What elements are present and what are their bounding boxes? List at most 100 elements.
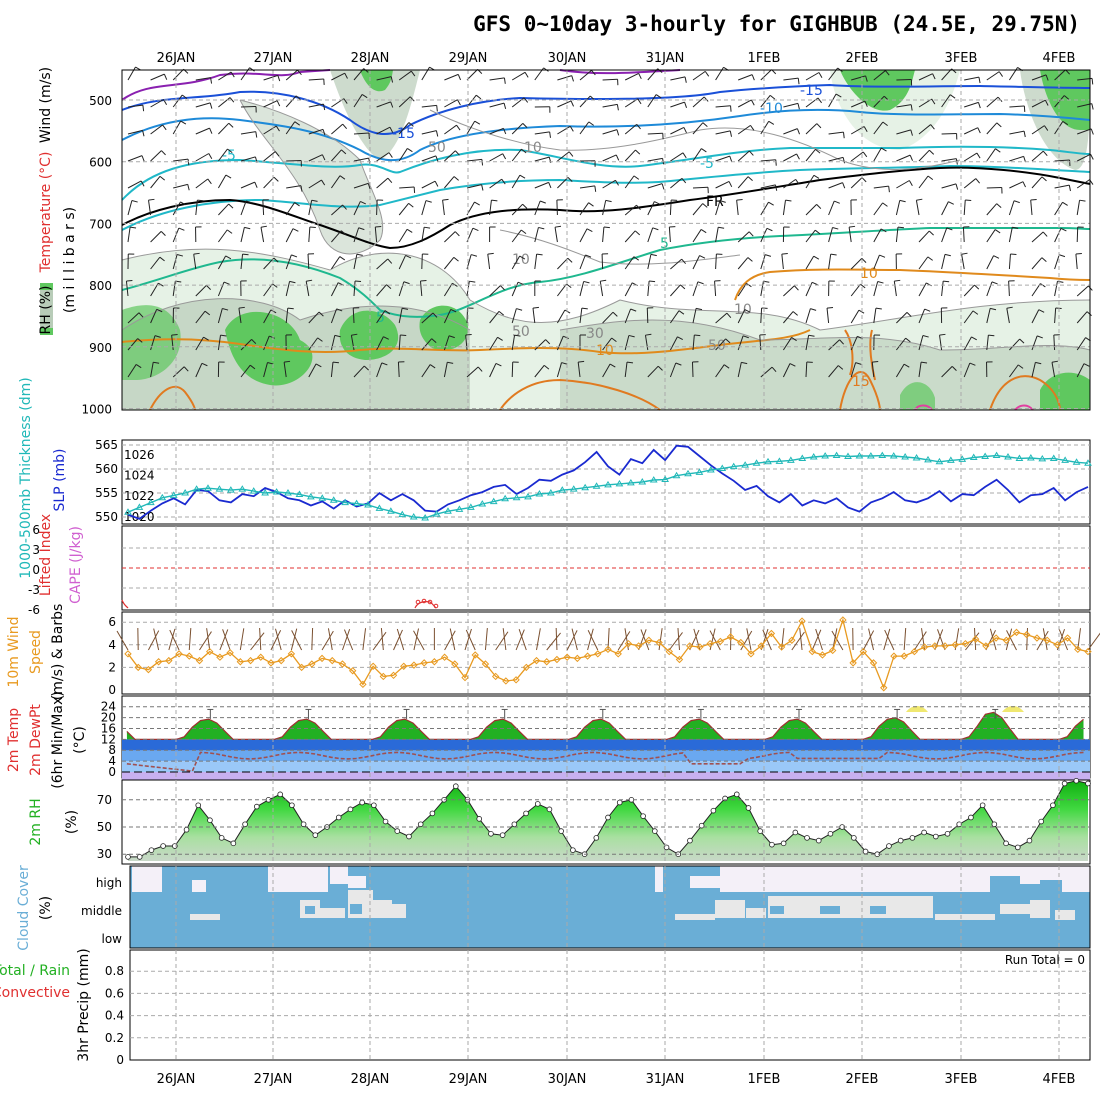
wind-barb-flag-29-10 [791, 337, 797, 342]
cloud-high-patch-2 [268, 866, 328, 892]
wind-barb-24-10 [669, 336, 678, 351]
wind-barb-40-8 [1031, 283, 1041, 297]
wind-barb-30-8 [805, 282, 813, 297]
wind-barb-32-4 [850, 177, 863, 189]
wind-barb-17-0 [511, 71, 526, 81]
wind-barb-21-2 [602, 129, 618, 135]
wind-barb-7-3 [286, 159, 302, 162]
wind10-marker-7 [195, 656, 204, 665]
wind-barb-6-1 [263, 100, 278, 108]
label-rh: RH (%) [38, 286, 54, 335]
wind-barb-flag-36-8 [943, 280, 950, 283]
wind10-marker-22 [348, 667, 357, 675]
rh2m-marker-77 [1026, 837, 1033, 844]
li-marker-2 [427, 599, 433, 605]
wind-barb-16-5 [489, 200, 492, 216]
wind-barb-40-2 [1031, 125, 1045, 135]
wind-barb-flag-40-3 [1042, 150, 1048, 157]
wind10-barb-44 [571, 628, 578, 651]
wind-barb-flag-13-5 [425, 200, 432, 203]
wind10-marker-27 [400, 662, 408, 670]
wind-barb-38-7 [986, 255, 995, 270]
wind10-barb-42 [555, 627, 558, 651]
wind-barb-8-6 [308, 227, 311, 243]
wind-barb-flag-23-11 [657, 365, 663, 371]
wind-barb-35-11 [918, 362, 922, 378]
wind-barb-1-4 [150, 176, 161, 189]
wind10-marker-43 [563, 653, 571, 661]
wind-barb-flag-3-9 [204, 310, 211, 316]
wind-barb-flag-0-9 [138, 312, 144, 318]
wind-barb-flag-17-6 [520, 229, 527, 235]
wind-barb-flag-11-9 [384, 310, 391, 315]
wind-barb-29-9 [783, 311, 794, 324]
wind-barb-2-8 [172, 281, 176, 297]
wind-barb-17-7 [511, 255, 521, 270]
wind-barb-26-1 [715, 105, 731, 108]
wind-barb-13-2 [421, 130, 437, 135]
thickness-marker-59 [798, 454, 807, 461]
wind-barb-flag-29-0 [797, 78, 800, 85]
wind-barb-3-5 [195, 200, 198, 216]
rh2m-marker-31 [488, 830, 494, 837]
wind-barb-0-3 [127, 155, 143, 162]
wind-barb-flag-34-11 [903, 363, 910, 368]
wind-barb-9-4 [330, 175, 341, 189]
wind-barb-17-9 [511, 308, 517, 324]
contour-label-15: 10 [524, 140, 542, 156]
wind10-barb-25 [380, 628, 384, 651]
wind10-barb-6 [188, 628, 192, 651]
thickness-marker-2 [146, 498, 155, 506]
wind-barb-flag-37-4 [975, 178, 981, 184]
wind-barb-23-1 [647, 94, 657, 108]
wind-barb-39-9 [1006, 308, 1010, 324]
contour-label-6: 5 [660, 236, 669, 252]
wind-barb-18-9 [532, 308, 536, 324]
wind-barb-flag-25-1 [703, 96, 709, 102]
wind-barb-flag-40-6 [1042, 231, 1048, 237]
wind-barb-flag-27-1 [751, 99, 755, 106]
wind-barb-37-1 [964, 101, 979, 108]
wind-barb-flag-4-8 [223, 281, 230, 285]
rh-swatch-2 [40, 290, 53, 328]
wind-barb-13-10 [421, 338, 433, 351]
wind-barb-flag-14-3 [455, 150, 460, 156]
wind-barb-37-6 [962, 226, 965, 243]
wind-barb-flag-35-2 [930, 124, 935, 130]
wind-barb-1-10 [150, 335, 156, 351]
wind-barb-flag-11-4 [387, 177, 393, 184]
wind-barb-flag-33-3 [881, 147, 887, 152]
wind10-marker-14 [267, 659, 275, 667]
wind-barb-6-7 [263, 257, 275, 270]
wind-barb-flag-25-3 [701, 148, 707, 153]
wind-barb-30-10 [805, 335, 810, 351]
wind-barb-flag-25-0 [704, 71, 710, 77]
label-precip-a: Total / Rain [0, 963, 70, 979]
thickness-marker-13 [272, 488, 281, 495]
pressure-tick-3: 800 [89, 279, 112, 293]
wind-barb-10-10 [350, 335, 355, 351]
wind-barb-flag-37-7 [961, 252, 968, 255]
wind-barb-1-6 [150, 231, 162, 243]
wind10-barb-8 [206, 628, 211, 651]
wind-barb-12-7 [398, 255, 406, 270]
wind-barb-flag-14-10 [448, 335, 455, 339]
wind-barb-flag-35-0 [932, 73, 936, 80]
wind-barb-flag-17-7 [519, 255, 526, 260]
thickness-marker-18 [329, 496, 338, 503]
wind-barb-flag-2-5 [180, 201, 186, 206]
wind-barb-flag-15-7 [470, 254, 478, 257]
wind-barb-flag-30-3 [815, 148, 821, 154]
contour-minus-20 [121, 69, 331, 101]
wind-barb-flag-8-1 [323, 104, 326, 111]
wind-barb-flag-36-4 [955, 183, 959, 190]
wind-barb-flag-1-7 [159, 256, 165, 262]
wind-barb-10-5 [353, 201, 361, 216]
thickness-marker-5 [181, 489, 190, 496]
thickness-marker-12 [261, 489, 270, 496]
wind-barb-flag-4-6 [226, 229, 233, 234]
wind-barb-4-1 [218, 97, 231, 108]
wind-barb-flag-10-5 [360, 200, 366, 205]
wind-barb-flag-38-5 [996, 203, 1002, 208]
